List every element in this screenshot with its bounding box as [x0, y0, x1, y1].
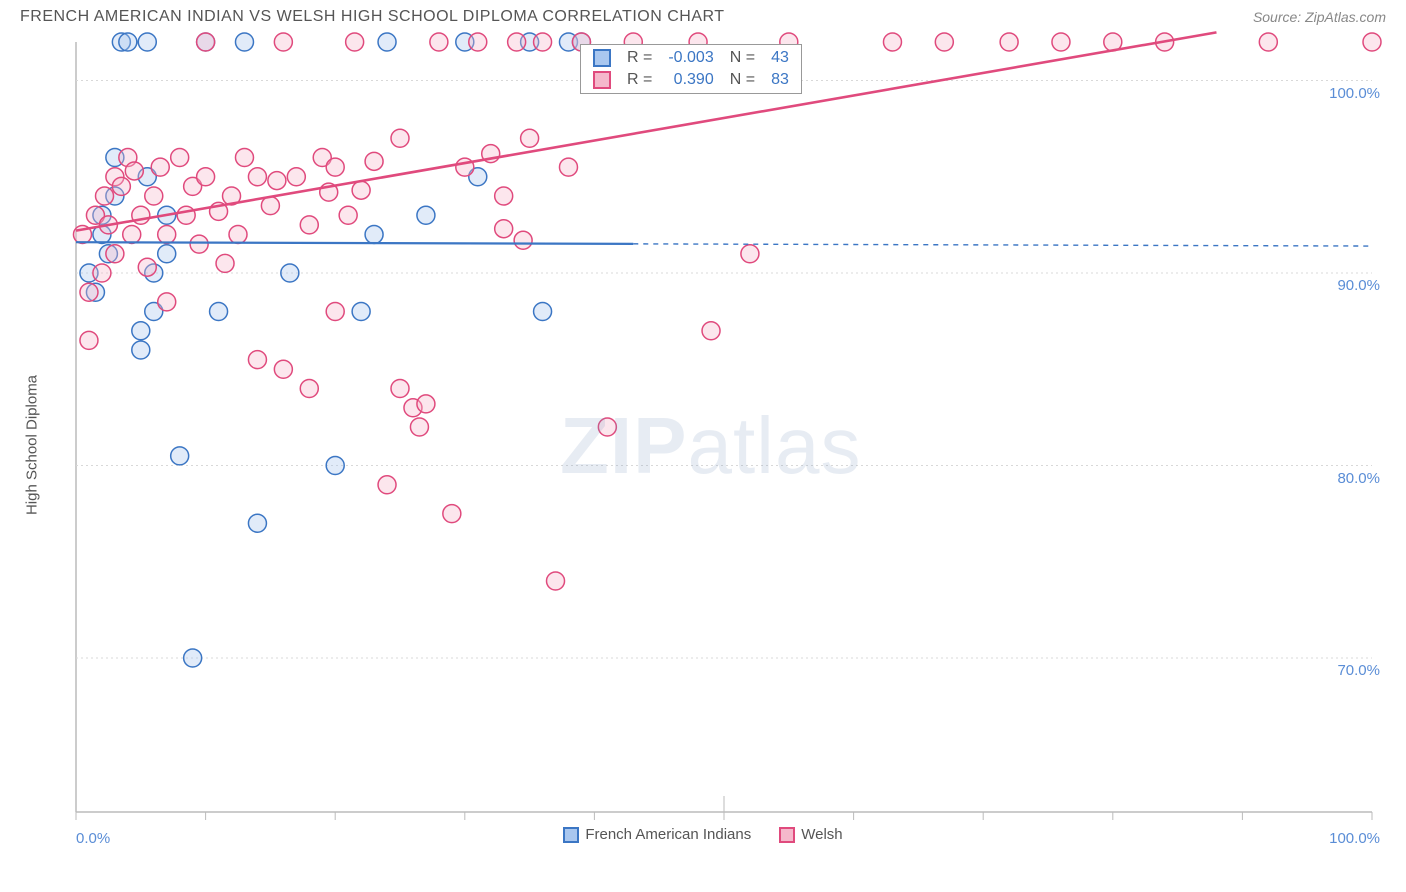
legend-label: Welsh	[801, 826, 842, 843]
y-tick-label: 80.0%	[1337, 470, 1380, 487]
chart-title: FRENCH AMERICAN INDIAN VS WELSH HIGH SCH…	[20, 8, 725, 26]
corr-r-value: 0.390	[660, 69, 721, 91]
corr-n-value: 83	[763, 69, 797, 91]
corr-n-label: N =	[722, 47, 763, 69]
scatter-chart	[20, 30, 1386, 860]
corr-n-label: N =	[722, 69, 763, 91]
legend-item: French American Indians	[563, 826, 751, 866]
corr-row: R =-0.003N =43	[585, 47, 797, 69]
legend-swatch	[563, 827, 579, 843]
corr-r-label: R =	[619, 47, 660, 69]
y-tick-label: 100.0%	[1329, 85, 1380, 102]
correlation-legend: R =-0.003N =43R =0.390N =83	[580, 44, 802, 94]
y-tick-label: 70.0%	[1337, 662, 1380, 679]
chart-header: FRENCH AMERICAN INDIAN VS WELSH HIGH SCH…	[0, 0, 1406, 30]
legend-item: Welsh	[779, 826, 842, 866]
chart-area: High School Diploma ZIPatlas R =-0.003N …	[20, 30, 1386, 860]
chart-source: Source: ZipAtlas.com	[1253, 9, 1386, 25]
corr-r-label: R =	[619, 69, 660, 91]
legend-swatch	[779, 827, 795, 843]
bottom-series-legend: French American Indians Welsh	[20, 826, 1386, 866]
corr-r-value: -0.003	[660, 47, 721, 69]
corr-n-value: 43	[763, 47, 797, 69]
legend-label: French American Indians	[585, 826, 751, 843]
y-tick-label: 90.0%	[1337, 277, 1380, 294]
y-axis-label: High School Diploma	[24, 375, 41, 515]
corr-swatch	[593, 71, 611, 89]
corr-row: R =0.390N =83	[585, 69, 797, 91]
corr-swatch	[593, 49, 611, 67]
